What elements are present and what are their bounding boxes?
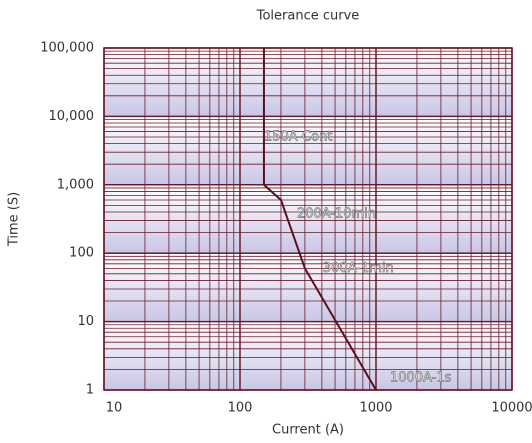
x-tick-label: 10	[106, 401, 123, 416]
annotation: 150A-Cont	[264, 129, 332, 144]
x-tick-label: 1000	[359, 401, 392, 416]
x-axis-label: Current (A)	[272, 423, 344, 438]
annotation: 1000A-1s	[390, 371, 452, 386]
y-tick-label: 100	[69, 246, 94, 261]
y-tick-label: 100,000	[40, 41, 94, 56]
y-tick-label: 10,000	[49, 109, 95, 124]
band	[104, 48, 512, 117]
x-tick-label: 100	[228, 401, 253, 416]
annotation: 200A-10min	[297, 206, 376, 221]
y-tick-label: 10	[77, 314, 94, 329]
curve	[262, 48, 377, 391]
plot-border	[103, 47, 513, 391]
band	[104, 184, 512, 254]
chart-title: Tolerance curve	[256, 9, 360, 24]
y-axis-label: Time (S)	[7, 192, 22, 247]
band	[104, 253, 512, 322]
y-tick-label: 1,000	[57, 177, 94, 192]
annotation: 300A-1min	[323, 261, 394, 276]
y-tick-label: 1	[86, 383, 94, 398]
x-tick-label: 10000	[491, 401, 532, 416]
band	[104, 116, 512, 185]
band	[104, 321, 512, 390]
